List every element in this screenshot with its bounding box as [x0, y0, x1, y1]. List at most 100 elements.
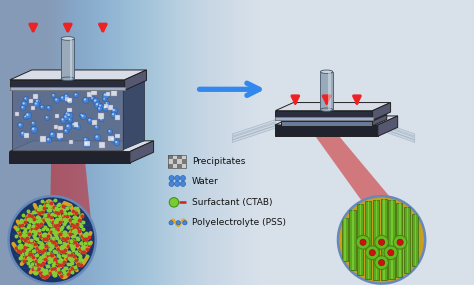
- Polygon shape: [275, 111, 373, 120]
- FancyBboxPatch shape: [68, 99, 72, 103]
- Circle shape: [397, 239, 403, 245]
- Circle shape: [46, 137, 52, 143]
- Circle shape: [98, 103, 103, 109]
- Circle shape: [93, 98, 99, 105]
- Circle shape: [102, 97, 107, 101]
- FancyBboxPatch shape: [57, 133, 63, 139]
- Polygon shape: [315, 135, 422, 235]
- Circle shape: [95, 126, 97, 128]
- Circle shape: [99, 117, 104, 122]
- Circle shape: [102, 105, 109, 111]
- Bar: [399, 203, 401, 277]
- Circle shape: [36, 100, 38, 102]
- Polygon shape: [373, 115, 387, 126]
- Polygon shape: [232, 123, 275, 140]
- FancyBboxPatch shape: [100, 142, 105, 148]
- Circle shape: [24, 97, 28, 101]
- Polygon shape: [12, 90, 123, 150]
- Bar: [389, 200, 395, 280]
- Circle shape: [114, 140, 120, 146]
- Circle shape: [73, 123, 74, 125]
- Circle shape: [65, 111, 70, 117]
- Circle shape: [111, 112, 117, 118]
- FancyBboxPatch shape: [31, 105, 36, 110]
- Circle shape: [104, 106, 106, 108]
- Circle shape: [91, 97, 93, 99]
- Circle shape: [369, 250, 375, 256]
- Circle shape: [102, 92, 109, 99]
- Bar: [383, 199, 385, 280]
- Circle shape: [66, 113, 68, 114]
- Circle shape: [111, 108, 118, 114]
- Polygon shape: [281, 115, 387, 121]
- FancyBboxPatch shape: [173, 159, 177, 164]
- Polygon shape: [373, 103, 391, 120]
- Circle shape: [26, 113, 28, 116]
- Bar: [357, 204, 363, 275]
- Circle shape: [85, 142, 87, 145]
- FancyBboxPatch shape: [87, 92, 92, 97]
- Circle shape: [384, 246, 398, 260]
- Circle shape: [104, 93, 106, 96]
- Circle shape: [32, 128, 35, 130]
- Circle shape: [375, 256, 389, 270]
- Circle shape: [68, 117, 73, 122]
- Circle shape: [35, 103, 37, 105]
- Circle shape: [365, 246, 379, 260]
- Circle shape: [169, 181, 174, 186]
- Circle shape: [55, 99, 57, 101]
- Circle shape: [110, 136, 116, 142]
- Circle shape: [75, 93, 76, 95]
- Polygon shape: [275, 103, 391, 111]
- FancyBboxPatch shape: [67, 98, 71, 102]
- Circle shape: [174, 181, 180, 186]
- Circle shape: [388, 250, 394, 256]
- FancyBboxPatch shape: [92, 120, 97, 125]
- Circle shape: [69, 118, 70, 120]
- Circle shape: [25, 112, 32, 119]
- Bar: [376, 200, 377, 280]
- Circle shape: [46, 116, 47, 118]
- Bar: [320, 72, 333, 110]
- Bar: [61, 38, 74, 79]
- FancyBboxPatch shape: [182, 159, 186, 164]
- Circle shape: [19, 124, 21, 126]
- Circle shape: [45, 115, 50, 120]
- Circle shape: [84, 98, 86, 101]
- Circle shape: [106, 102, 108, 104]
- Circle shape: [21, 101, 27, 107]
- Bar: [381, 199, 387, 280]
- Circle shape: [47, 138, 49, 140]
- Circle shape: [65, 129, 67, 131]
- Circle shape: [65, 123, 72, 130]
- Polygon shape: [125, 70, 146, 90]
- Circle shape: [31, 121, 36, 126]
- Polygon shape: [374, 123, 415, 140]
- Bar: [352, 210, 354, 270]
- Polygon shape: [232, 120, 275, 136]
- Circle shape: [338, 196, 425, 284]
- FancyBboxPatch shape: [33, 94, 38, 99]
- FancyBboxPatch shape: [111, 90, 117, 96]
- Circle shape: [66, 112, 73, 119]
- Circle shape: [63, 114, 69, 120]
- Circle shape: [64, 129, 69, 134]
- FancyBboxPatch shape: [15, 113, 19, 116]
- Circle shape: [169, 221, 173, 225]
- Circle shape: [76, 125, 81, 129]
- Polygon shape: [10, 80, 125, 90]
- Circle shape: [64, 94, 69, 99]
- Bar: [412, 214, 418, 266]
- Circle shape: [62, 118, 64, 121]
- FancyBboxPatch shape: [168, 155, 173, 159]
- FancyBboxPatch shape: [177, 155, 182, 159]
- Circle shape: [23, 102, 25, 104]
- Circle shape: [67, 114, 70, 116]
- Polygon shape: [232, 126, 275, 142]
- FancyBboxPatch shape: [24, 133, 29, 138]
- Circle shape: [393, 235, 407, 249]
- FancyBboxPatch shape: [177, 164, 182, 168]
- Bar: [328, 72, 330, 110]
- Circle shape: [105, 101, 109, 106]
- FancyBboxPatch shape: [104, 104, 108, 108]
